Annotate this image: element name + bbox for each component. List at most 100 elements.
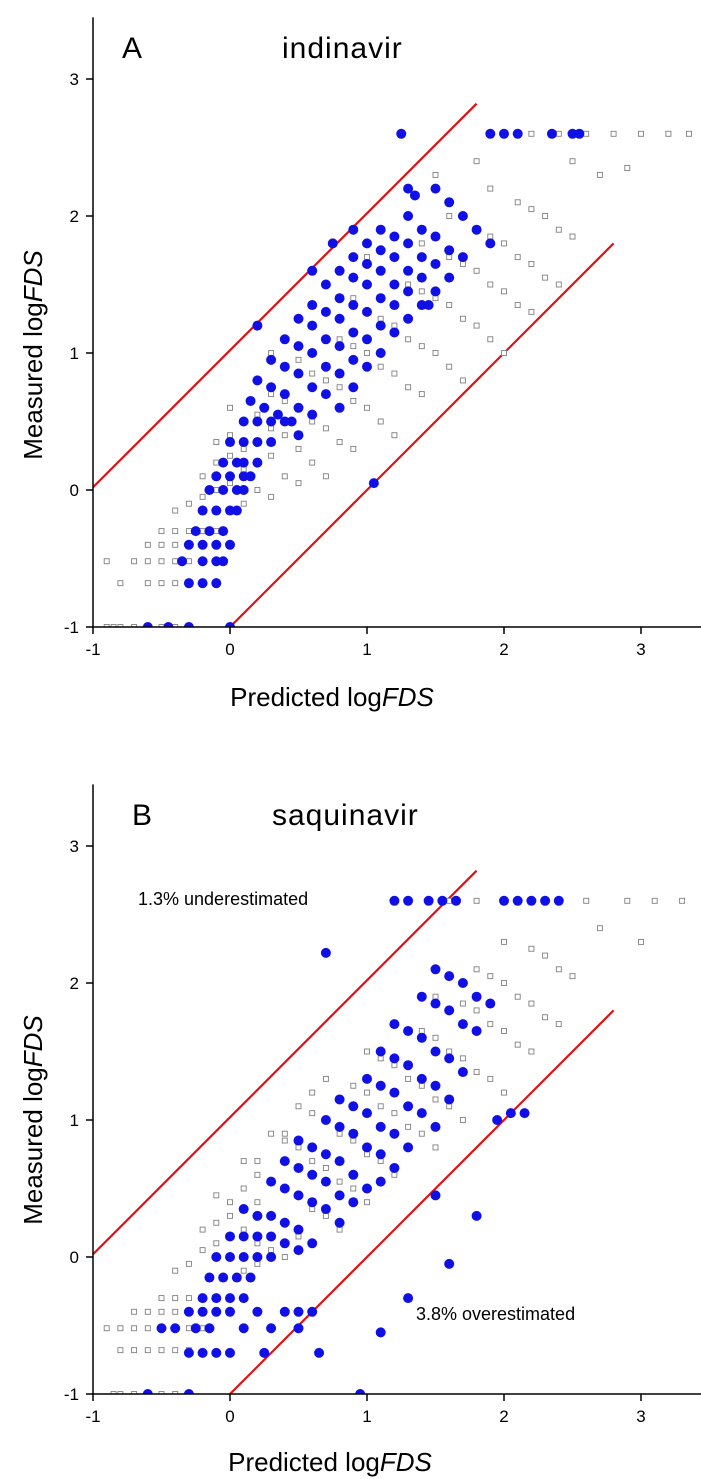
panel-b-dot-point	[225, 1306, 235, 1317]
panel-b-square-point	[199, 1247, 206, 1254]
panel-b-y-axis-title-italic: FDS	[18, 1015, 48, 1068]
panel-a-dot-point	[362, 258, 372, 269]
panel-a-dot-point	[368, 478, 379, 489]
panel-b-square-point	[405, 1075, 412, 1082]
panel-b-dot-point	[457, 978, 468, 988]
panel-a-square-point	[487, 233, 494, 240]
panel-a-dot-point	[204, 485, 215, 495]
panel-b-dot-point	[348, 1197, 359, 1208]
panel-a-dot-point	[403, 265, 414, 276]
panel-a-dot-point	[238, 471, 249, 482]
panel-b-dot-point	[430, 1190, 441, 1201]
panel-a-dot-point	[293, 341, 304, 352]
panel-a-dot-point	[307, 382, 318, 393]
panel-a-square-point	[377, 315, 384, 322]
panel-b-dot-point	[238, 1293, 249, 1304]
panel-b-square-point	[103, 1325, 110, 1332]
panel-b-dot-point	[293, 1135, 304, 1146]
panel-b-dot-point	[348, 1169, 359, 1180]
panel-a-square-point	[446, 254, 453, 261]
panel-b-square-point	[309, 1110, 316, 1117]
panel-a-square-point	[432, 295, 439, 302]
panel-b-square-point	[638, 938, 644, 945]
panel-b-y-axis-title: Measured logFDS	[18, 1015, 48, 1225]
panel-b-square-point	[501, 980, 507, 986]
panel-a-dot-point	[430, 286, 441, 297]
panel-b-dot-point	[334, 1217, 345, 1228]
panel-a-square-point	[528, 308, 535, 315]
panel-a-dot-point	[279, 361, 290, 372]
panel-b-square-point	[185, 1295, 192, 1302]
panel-b-square-point	[624, 897, 631, 904]
panel-b-square-point	[446, 1103, 453, 1110]
panel-a-square-point	[418, 240, 425, 247]
panel-a-square-point	[487, 281, 494, 288]
panel-a-square-point	[364, 350, 370, 356]
panel-b-y-tick-label: -1	[64, 1385, 79, 1404]
panel-b-x-tick-label: 0	[225, 1407, 234, 1426]
panel-a-dot-point	[252, 375, 263, 386]
panel-a-dot-point	[293, 430, 304, 441]
panel-b-y-tick-label: 2	[70, 974, 79, 993]
panel-a-square-point	[405, 281, 412, 288]
panel-b-square-point	[131, 1347, 138, 1354]
panel-b-dot-point	[225, 1293, 235, 1304]
panel-a-dot-point	[307, 409, 318, 420]
panel-b-dot-point	[266, 1210, 277, 1221]
panel-b-dot-point	[238, 1252, 249, 1262]
panel-a-dot-point	[444, 245, 455, 256]
panel-a-dot-point	[183, 622, 194, 627]
panel-a-x-tick-label: 0	[225, 640, 234, 659]
panel-b-square-point	[240, 1185, 247, 1192]
panel-a-square-point	[350, 445, 357, 452]
panel-a-square-point	[172, 541, 179, 548]
panel-a-dot-point	[403, 211, 414, 221]
panel-b-square-point	[199, 1325, 206, 1332]
panel-b-dot-point	[375, 1149, 386, 1160]
panel-a-dot-point	[218, 556, 229, 567]
panel-b-square-point	[459, 1000, 466, 1007]
panel-b-x-axis-title: Predicted logFDS	[228, 1447, 432, 1477]
panel-b-square-point	[336, 1130, 343, 1137]
panel-a-dot-point	[403, 313, 414, 324]
panel-a-square-point	[487, 185, 494, 192]
panel-b-dot-point	[314, 1347, 325, 1358]
panel-a-square-point	[418, 288, 425, 295]
panel-a-dot-point	[252, 437, 263, 448]
panel-b-square-point	[144, 1347, 151, 1354]
panel-a-dot-point	[471, 224, 482, 235]
panel-b-square-point	[364, 1199, 370, 1206]
panel-b-dot-point	[183, 1347, 194, 1358]
panel-a-dot-point	[430, 183, 441, 194]
panel-a-dot-point	[163, 622, 174, 627]
panel-b-dot-point	[403, 1101, 414, 1112]
panel-a-square-point	[473, 322, 480, 329]
panel-b-dot-point	[499, 895, 509, 906]
panel-b-square-point	[213, 1192, 220, 1199]
panel-b-dot-point	[416, 1108, 427, 1119]
panel-b-dot-point	[444, 1053, 455, 1064]
panel-a-dot-point	[279, 334, 290, 345]
panel-a-square-point	[528, 206, 535, 213]
panel-b-square-point	[487, 1075, 494, 1082]
panel-a-dot-point	[403, 286, 414, 297]
panel-a-square-point	[103, 624, 110, 627]
panel-a-dot-point	[231, 485, 242, 495]
panel-a-dot-point	[238, 457, 249, 468]
panel-b-dot-point	[437, 895, 448, 906]
panel-a-square-point	[528, 261, 535, 267]
panel-a-square-point	[501, 240, 507, 247]
panel-a-dot-point	[348, 354, 359, 365]
panel-a-bound-line-lower	[229, 242, 615, 627]
panel-a-dot-point	[416, 252, 427, 263]
panel-a-dot-point	[320, 361, 331, 372]
panel-a-square-point	[501, 288, 507, 295]
panel-b-square-point	[501, 1027, 507, 1034]
panel-b-dot-point	[307, 1169, 318, 1180]
panel-a-dot-point	[416, 224, 427, 235]
panel-a-square-point	[268, 452, 275, 459]
panel-b-square-point	[418, 1027, 425, 1034]
panel-a-dot-point	[218, 485, 229, 495]
panel-a-square-point	[446, 363, 453, 370]
panel-a-dot-point	[389, 300, 400, 311]
